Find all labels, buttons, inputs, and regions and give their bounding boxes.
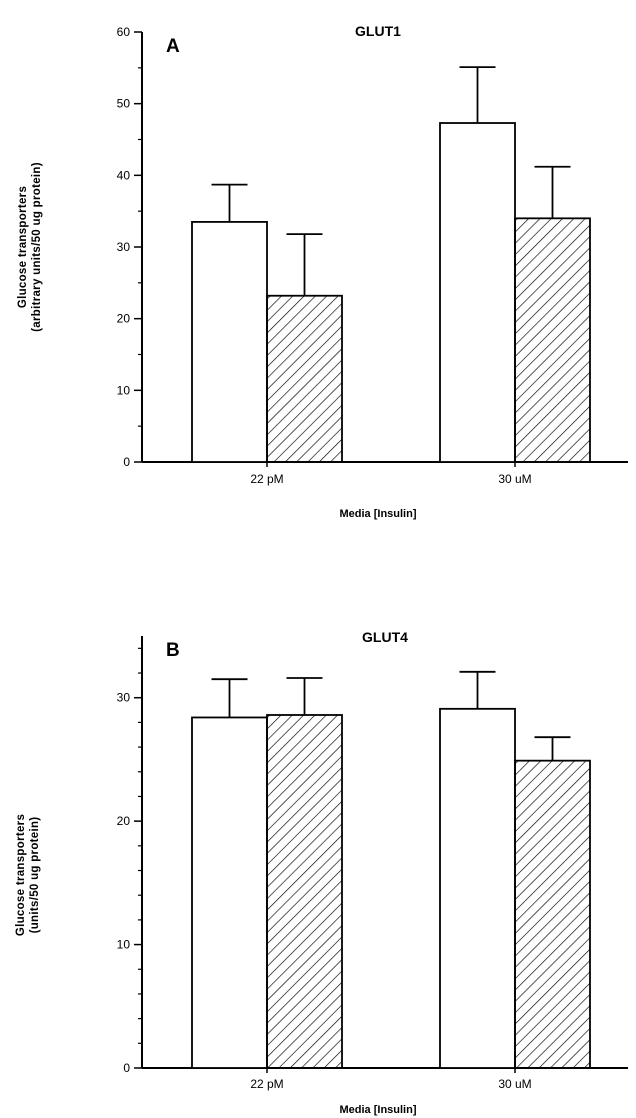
x-axis-label: Media [Insulin] bbox=[340, 508, 417, 520]
y-tick-label: 60 bbox=[117, 25, 131, 39]
bar-open bbox=[439, 707, 516, 1069]
y-tick-label: 0 bbox=[123, 455, 130, 469]
y-axis-label-line-1: Glucose transporters bbox=[15, 814, 27, 936]
x-tick-label: 30 uM bbox=[498, 472, 531, 486]
bar-open bbox=[439, 122, 516, 463]
y-axis-label-line-2: (arbitrary units/50 ug protein) bbox=[31, 162, 43, 332]
y-axis-label: Glucose transporters (arbitrary units/50… bbox=[17, 162, 43, 332]
chart-panel-b: B GLUT4 Glucose transporters (units/50 u… bbox=[15, 629, 628, 1116]
y-tick-label: 40 bbox=[117, 168, 131, 182]
bar-open bbox=[191, 716, 268, 1069]
chart-panel-a: A GLUT1 Glucose transporters (arbitrary … bbox=[17, 23, 628, 520]
y-tick-label: 10 bbox=[117, 938, 131, 952]
y-axis-label-line-1: Glucose transporters bbox=[17, 186, 29, 308]
chart-marks: 0 10 20 30 22 pM 30 uM bbox=[117, 636, 628, 1091]
y-tick-label: 20 bbox=[117, 814, 131, 828]
y-tick-label: 30 bbox=[117, 691, 131, 705]
bar-hatched bbox=[514, 217, 591, 463]
y-tick-label: 10 bbox=[117, 383, 131, 397]
bar-hatched bbox=[266, 714, 343, 1069]
panel-letter: A bbox=[166, 36, 180, 57]
bar-open bbox=[191, 221, 268, 463]
chart-title: GLUT4 bbox=[362, 629, 408, 645]
y-axis-label-line-2: (units/50 ug protein) bbox=[29, 817, 41, 934]
bar-hatched bbox=[266, 294, 343, 463]
bar-hatched bbox=[514, 759, 591, 1069]
y-tick-label: 30 bbox=[117, 240, 131, 254]
y-axis-label: Glucose transporters (units/50 ug protei… bbox=[15, 814, 41, 936]
x-tick-label: 22 pM bbox=[250, 1077, 283, 1091]
x-tick-label: 30 uM bbox=[498, 1077, 531, 1091]
x-axis-label: Media [Insulin] bbox=[340, 1104, 417, 1116]
chart-title: GLUT1 bbox=[355, 23, 401, 39]
y-tick-label: 50 bbox=[117, 97, 131, 111]
chart-marks: 0 10 20 30 40 50 60 22 pM 30 uM bbox=[117, 25, 628, 486]
y-tick-label: 20 bbox=[117, 312, 131, 326]
x-tick-label: 22 pM bbox=[250, 472, 283, 486]
y-tick-label: 0 bbox=[123, 1061, 130, 1075]
panel-letter: B bbox=[166, 640, 180, 661]
